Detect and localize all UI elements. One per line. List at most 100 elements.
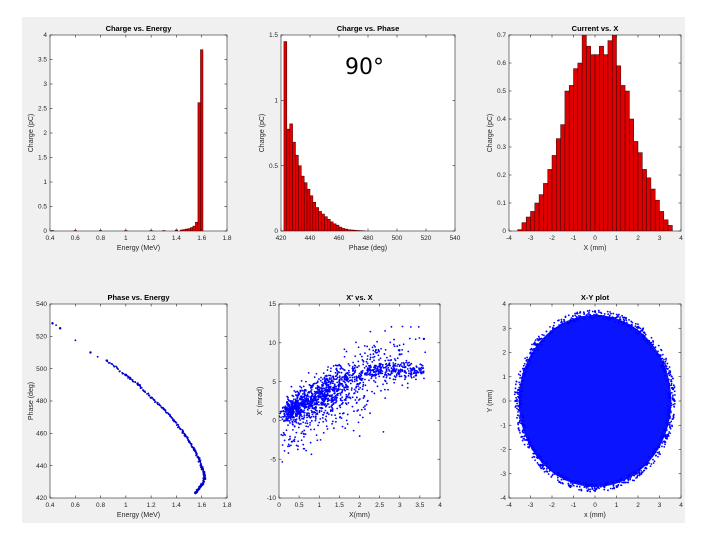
bar <box>298 165 302 231</box>
point <box>74 339 77 342</box>
point <box>309 401 312 404</box>
point <box>327 413 330 416</box>
point <box>529 443 531 446</box>
bar <box>594 54 600 231</box>
point <box>661 436 664 438</box>
beam-core <box>518 314 672 488</box>
point <box>389 364 392 367</box>
point <box>623 319 626 322</box>
point <box>322 420 325 423</box>
point <box>343 388 346 391</box>
point <box>362 397 365 399</box>
point <box>323 387 325 390</box>
point <box>351 374 354 377</box>
point <box>164 409 167 412</box>
point <box>293 438 296 441</box>
point <box>670 384 673 386</box>
point <box>637 333 640 336</box>
point <box>356 383 358 386</box>
point <box>284 410 287 413</box>
y-tick-label: 0.5 <box>38 204 47 211</box>
point <box>610 312 612 315</box>
point <box>517 423 520 426</box>
point <box>334 395 336 398</box>
point <box>553 321 556 324</box>
bar <box>521 222 527 231</box>
point <box>318 378 320 380</box>
point <box>663 445 666 448</box>
point <box>348 374 350 377</box>
point <box>344 376 347 378</box>
point <box>331 375 334 378</box>
point <box>550 476 553 478</box>
point <box>376 340 378 343</box>
point <box>307 415 310 417</box>
point <box>320 406 323 409</box>
point <box>572 480 575 482</box>
point <box>662 440 665 443</box>
point <box>533 341 536 344</box>
point <box>344 389 347 392</box>
point <box>294 415 297 418</box>
point <box>285 416 288 418</box>
point <box>543 337 546 339</box>
point <box>517 405 519 407</box>
point <box>521 439 524 442</box>
point <box>608 315 611 318</box>
point <box>357 399 360 401</box>
point <box>328 377 331 380</box>
point <box>292 419 295 421</box>
point <box>295 418 298 420</box>
point <box>626 481 629 484</box>
point <box>672 377 674 380</box>
point <box>545 330 548 333</box>
point <box>346 385 348 387</box>
point <box>399 370 402 373</box>
point <box>315 401 318 404</box>
point <box>298 412 301 415</box>
point <box>330 377 333 380</box>
point <box>321 417 324 419</box>
point <box>324 380 327 383</box>
bar <box>620 85 626 231</box>
point <box>650 346 652 349</box>
marks-xprime-x <box>279 325 427 463</box>
point <box>673 405 676 408</box>
point <box>300 386 303 389</box>
point <box>345 379 348 382</box>
point <box>303 447 306 450</box>
point <box>522 429 525 432</box>
point <box>609 311 611 313</box>
point <box>384 397 387 400</box>
point <box>149 396 153 399</box>
point <box>309 424 311 426</box>
point <box>549 330 552 333</box>
point <box>347 396 349 399</box>
point <box>332 380 334 383</box>
point <box>329 387 332 389</box>
bar <box>581 35 587 231</box>
point <box>373 379 375 382</box>
point <box>396 365 398 367</box>
point <box>383 374 386 376</box>
bar <box>312 202 317 231</box>
point <box>655 454 657 457</box>
point <box>303 416 306 418</box>
point <box>343 348 346 351</box>
point <box>318 403 320 406</box>
x-tick-label: 3 <box>658 235 662 242</box>
point <box>291 406 294 409</box>
point <box>398 353 401 356</box>
point <box>561 321 563 324</box>
point <box>294 436 297 439</box>
y-tick-label: 0 <box>274 228 278 235</box>
point <box>374 381 377 384</box>
point <box>380 389 382 392</box>
point <box>353 380 356 383</box>
point <box>347 373 349 375</box>
x-tick-label: 3.5 <box>415 502 424 509</box>
point <box>390 325 393 328</box>
point <box>295 444 298 447</box>
point <box>362 360 365 363</box>
point <box>353 376 356 379</box>
